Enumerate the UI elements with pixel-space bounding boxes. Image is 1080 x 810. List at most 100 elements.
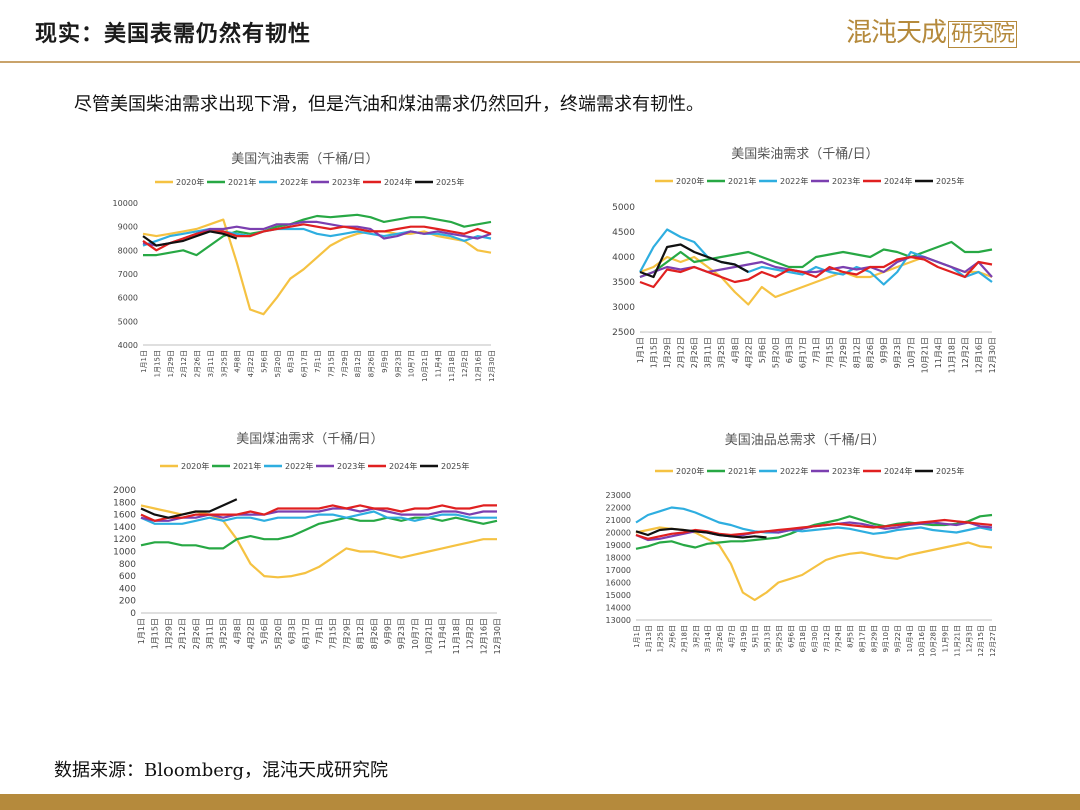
y-tick-label: 22000 [606,504,631,513]
x-tick-label: 12月16日 [475,350,483,382]
chart-title: 美国煤油需求（千桶/日） [236,432,383,447]
x-tick-label: 3月11日 [207,350,215,377]
series-line [635,527,767,539]
x-tick-label: 1月1日 [137,618,146,644]
x-tick-label: 7月15日 [826,337,835,368]
x-tick-label: 7月15日 [329,618,338,649]
x-tick-label: 2月12日 [180,350,188,377]
footer-bar [0,794,1080,810]
x-tick-label: 7月15日 [327,350,335,377]
x-tick-label: 8月12日 [356,618,365,649]
x-tick-label: 7月1日 [812,337,821,363]
y-tick-label: 2000 [113,486,136,496]
series-line [140,516,498,550]
x-tick-label: 10月16日 [918,625,926,657]
y-tick-label: 14000 [606,604,631,613]
x-tick-label: 9月9日 [880,337,889,363]
legend-label: 2021年 [728,176,756,186]
x-tick-label: 10月28日 [930,625,938,657]
x-tick-label: 5月20日 [274,618,283,649]
series-line [639,243,749,279]
x-tick-label: 5月6日 [260,618,269,644]
x-tick-label: 6月6日 [787,625,795,648]
x-tick-label: 2月26日 [690,337,699,368]
summary-text: 尽管美国柴油需求出现下滑，但是汽油和煤油需求仍然回升，终端需求有韧性。 [74,94,704,115]
x-tick-label: 9月23日 [893,337,902,368]
chart-title: 美国汽油表需（千桶/日） [231,152,378,167]
x-tick-label: 10月4日 [906,625,914,652]
legend-label: 2020年 [676,176,704,186]
series-line [635,513,993,550]
x-tick-label: 5月25日 [775,625,783,652]
legend-label: 2020年 [176,177,204,187]
x-tick-label: 3月2日 [692,625,700,648]
x-tick-label: 4月8日 [234,350,242,373]
legend-label: 2021年 [728,466,756,476]
x-tick-label: 2月18日 [680,625,688,652]
y-tick-label: 10000 [113,199,138,208]
chart-title: 美国柴油需求（千桶/日） [731,147,878,162]
x-tick-label: 1月1日 [636,337,645,363]
x-tick-label: 7月12日 [823,625,831,652]
legend-label: 2023年 [832,176,860,186]
y-tick-label: 7000 [118,270,138,279]
x-tick-label: 6月17日 [301,350,309,377]
series-line [639,255,993,306]
chart-jetfuel-demand: 美国煤油需求（千桶/日） 2020年 2021年 2022年 2023年 2024年 202… [113,432,502,654]
source-note: 数据来源：Bloomberg，混沌天成研究院 [54,760,389,781]
series-line [142,223,492,252]
x-tick-label: 10月21日 [425,618,434,654]
logo-text: 混沌天成 [846,18,947,48]
y-tick-label: 1400 [113,523,136,533]
x-tick-label: 9月9日 [383,618,392,644]
x-tick-label: 12月2日 [466,618,475,649]
x-tick-label: 1月25日 [657,625,665,652]
x-tick-label: 1月29日 [663,337,672,368]
x-tick-label: 6月17日 [798,337,807,368]
legend-label: 2022年 [285,461,313,471]
x-tick-label: 10月7日 [408,350,416,377]
x-tick-label: 2月6日 [669,625,677,648]
x-tick-label: 11月4日 [434,350,442,377]
x-tick-label: 1月29日 [164,618,173,649]
x-tick-label: 7月1日 [314,350,322,373]
legend-label: 2022年 [280,177,308,187]
x-tick-label: 11月21日 [953,625,961,657]
x-tick-label: 5月1日 [752,625,760,648]
page-title: 现实：美国表需仍然有韧性 [35,21,312,47]
chart-gasoline-demand: 美国汽油表需（千桶/日） 2020年 2021年 2022年 2023年 2024年 202… [113,152,496,382]
y-tick-label: 19000 [606,541,631,550]
chart-diesel-demand: 美国柴油需求（千桶/日） 2020年 2021年 2022年 2023年 2024年 202… [612,147,997,373]
x-tick-label: 3月25日 [220,350,228,377]
chart-total-oil-demand: 美国油品总需求（千桶/日） 2020年 2021年 2022年 2023年 2024年 20… [606,433,997,657]
x-tick-label: 11月9日 [942,625,950,652]
x-tick-label: 8月12日 [354,350,362,377]
y-tick-label: 2500 [612,328,635,338]
x-tick-label: 12月30日 [988,337,997,373]
y-tick-label: 18000 [606,554,631,563]
series-line [142,227,492,247]
x-tick-label: 3月25日 [717,337,726,368]
x-tick-label: 9月22日 [894,625,902,652]
x-tick-label: 12月2日 [961,337,970,368]
y-tick-label: 23000 [606,491,631,500]
legend-label: 2024年 [384,177,412,187]
y-tick-label: 8000 [118,246,138,255]
x-tick-label: 1月1日 [140,350,148,373]
legend-label: 2025年 [936,176,964,186]
x-tick-label: 12月3日 [965,625,973,652]
x-tick-label: 12月15日 [977,625,985,657]
brand-logo: 混沌天成 研究院 [846,12,1018,49]
y-tick-label: 600 [119,572,136,582]
x-tick-label: 10月7日 [907,337,916,368]
x-tick-label: 4月22日 [247,350,255,377]
x-tick-label: 12月16日 [974,337,983,373]
x-tick-label: 1月15日 [151,618,160,649]
x-tick-label: 3月11日 [205,618,214,649]
x-tick-label: 9月23日 [394,350,402,377]
series-line [143,213,492,257]
logo-boxed-text: 研究院 [948,21,1018,48]
legend-label: 2025年 [436,177,464,187]
y-tick-label: 1000 [113,548,136,558]
y-tick-label: 9000 [118,223,138,232]
